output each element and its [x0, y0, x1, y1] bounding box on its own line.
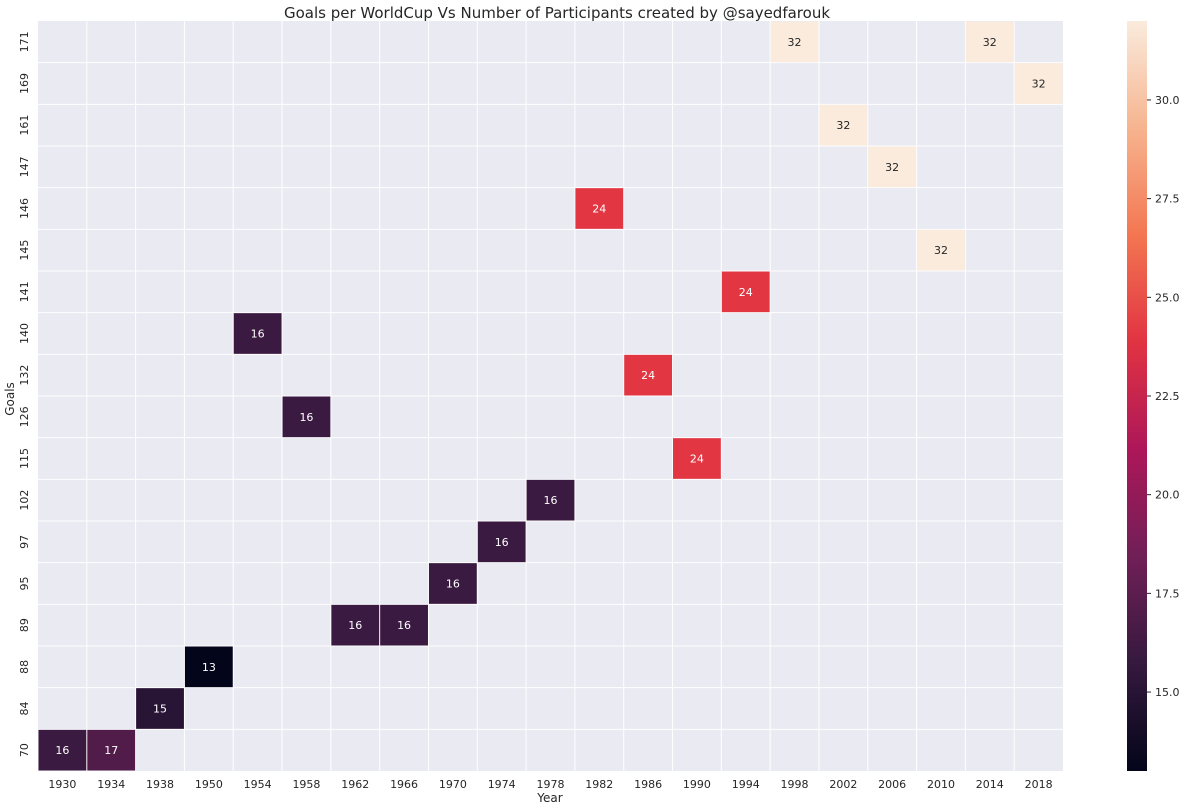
y-tick-label: 89	[18, 618, 31, 632]
x-tick-label: 1998	[781, 778, 809, 791]
y-tick-label: 171	[18, 31, 31, 52]
heatmap-cell	[721, 271, 770, 313]
x-tick-label: 1966	[390, 778, 418, 791]
x-tick-label: 1986	[634, 778, 662, 791]
heatmap-cell	[624, 354, 673, 396]
x-axis-label: Year	[536, 791, 562, 805]
y-tick-label: 70	[18, 743, 31, 757]
heatmap-cell	[380, 604, 428, 646]
x-tick-label: 1958	[292, 778, 320, 791]
heatmap-cell	[819, 104, 868, 146]
heatmap-cell	[575, 188, 624, 229]
heatmap-cell	[1014, 63, 1063, 104]
cell-value-label: 16	[495, 536, 509, 549]
cell-value-label: 16	[544, 494, 558, 507]
heatmap-cell	[331, 604, 380, 646]
cell-value-label: 32	[788, 36, 802, 49]
y-tick-label: 132	[18, 365, 31, 386]
x-tick-label: 2010	[927, 778, 955, 791]
cell-value-label: 16	[348, 619, 362, 632]
y-tick-label: 115	[18, 448, 31, 469]
x-tick-label: 1934	[97, 778, 125, 791]
heatmap-cell	[428, 563, 477, 604]
x-tick-label: 1962	[341, 778, 369, 791]
y-tick-label: 147	[18, 156, 31, 177]
heatmap-cell	[38, 729, 87, 771]
y-tick-label: 97	[18, 535, 31, 549]
x-tick-label: 1990	[683, 778, 711, 791]
cell-value-label: 16	[55, 744, 69, 757]
heatmap-cell	[673, 438, 721, 479]
colorbar-tick-label: 20.0	[1155, 489, 1180, 502]
x-tick-label: 2002	[829, 778, 857, 791]
heatmap-cell	[770, 21, 819, 63]
colorbar-tick-label: 22.5	[1155, 390, 1180, 403]
cell-value-label: 16	[299, 411, 313, 424]
y-tick-label: 146	[18, 198, 31, 219]
heatmap-cell	[282, 396, 331, 438]
x-tick-label: 2014	[976, 778, 1004, 791]
x-tick-label: 1938	[146, 778, 174, 791]
cell-value-label: 24	[592, 203, 606, 216]
cell-value-label: 13	[202, 661, 216, 674]
x-tick-label: 2006	[878, 778, 906, 791]
cell-value-label: 16	[397, 619, 411, 632]
x-tick-label: 1954	[244, 778, 272, 791]
cell-value-label: 17	[104, 744, 118, 757]
heatmap-cell	[184, 646, 233, 688]
heatmap-cell	[136, 688, 184, 729]
y-tick-label: 161	[18, 115, 31, 136]
x-tick-label: 1950	[195, 778, 223, 791]
heatmap-cell	[526, 479, 575, 521]
y-tick-label: 145	[18, 240, 31, 261]
colorbar-tick-label: 27.5	[1155, 193, 1180, 206]
cell-value-label: 32	[1032, 78, 1046, 91]
x-tick-label: 1982	[585, 778, 613, 791]
cell-value-label: 32	[836, 119, 850, 132]
heatmap-cell	[477, 521, 526, 563]
cell-value-label: 16	[251, 328, 265, 341]
y-tick-label: 140	[18, 323, 31, 344]
y-tick-label: 95	[18, 577, 31, 591]
colorbar-tick-label: 15.0	[1155, 686, 1180, 699]
x-tick-label: 1978	[537, 778, 565, 791]
x-tick-label: 1994	[732, 778, 760, 791]
cell-value-label: 32	[934, 244, 948, 257]
x-tick-label: 1970	[439, 778, 467, 791]
x-tick-label: 2018	[1025, 778, 1053, 791]
y-tick-label: 102	[18, 490, 31, 511]
heatmap-cell	[868, 146, 917, 188]
x-tick-label: 1974	[488, 778, 516, 791]
cell-value-label: 24	[641, 369, 655, 382]
y-tick-label: 88	[18, 660, 31, 674]
colorbar: 15.0 17.5 20.0 22.5 25.0 27.5 30.0	[1127, 21, 1180, 771]
y-axis-label: Goals	[3, 382, 17, 416]
y-tick-label: 84	[18, 702, 31, 716]
heatmap-cell	[233, 313, 282, 354]
colorbar-tick-label: 17.5	[1155, 587, 1180, 600]
heatmap-cell	[965, 21, 1014, 63]
y-tick-label: 126	[18, 406, 31, 427]
cell-value-label: 24	[690, 453, 704, 466]
heatmap-cell	[87, 729, 136, 771]
cell-value-label: 32	[983, 36, 997, 49]
x-tick-label: 1930	[48, 778, 76, 791]
y-tick-label: 169	[18, 73, 31, 94]
chart-title: Goals per WorldCup Vs Number of Particip…	[284, 4, 830, 22]
colorbar-gradient	[1127, 21, 1147, 771]
colorbar-tick-label: 25.0	[1155, 291, 1180, 304]
heatmap-cell	[917, 229, 965, 271]
cell-value-label: 16	[446, 578, 460, 591]
y-tick-label: 141	[18, 281, 31, 302]
cell-value-label: 24	[739, 286, 753, 299]
cell-value-label: 15	[153, 703, 167, 716]
colorbar-tick-label: 30.0	[1155, 94, 1180, 107]
cell-value-label: 32	[885, 161, 899, 174]
